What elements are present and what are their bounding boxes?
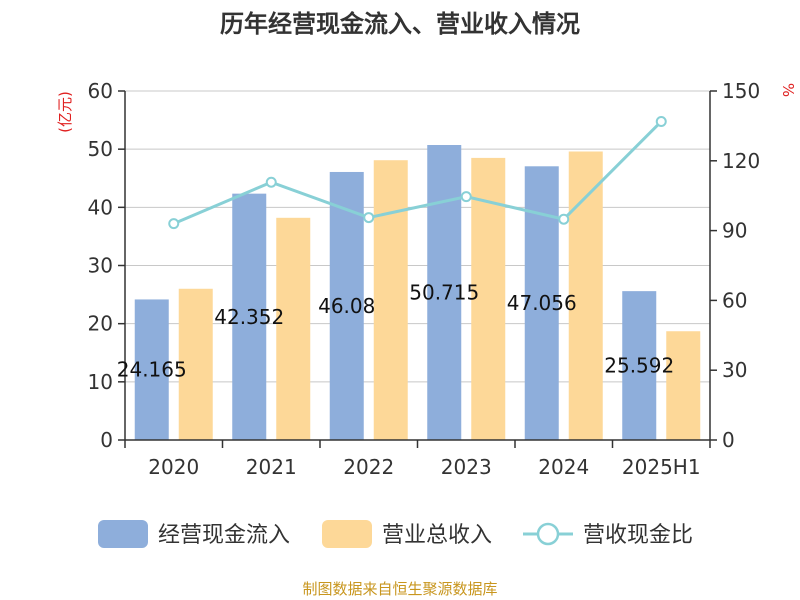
data-label: 24.165 bbox=[117, 358, 187, 382]
legend-label: 经营现金流入 bbox=[158, 523, 290, 548]
bar-revenue bbox=[666, 331, 701, 440]
data-label: 25.592 bbox=[604, 354, 674, 378]
y-left-tick-label: 10 bbox=[88, 370, 113, 394]
bar-cash-inflow bbox=[329, 171, 364, 440]
bars bbox=[134, 145, 701, 441]
ratio-point bbox=[655, 115, 667, 127]
legend-item: 营业总收入 bbox=[322, 520, 492, 548]
legend-swatch bbox=[98, 520, 148, 548]
legend-swatch bbox=[322, 520, 372, 548]
bar-cash-inflow bbox=[134, 299, 169, 440]
y-left-tick-label: 40 bbox=[88, 195, 113, 219]
x-tick-label: 2023 bbox=[441, 455, 492, 479]
y-right-tick-label: 60 bbox=[722, 288, 747, 312]
legend-label: 营业总收入 bbox=[382, 523, 492, 548]
x-tick-label: 2022 bbox=[343, 455, 394, 479]
axes: 0 10 20 30 40 50 60 0 30 60 90 120 150 2020 2021 2022 20… bbox=[88, 79, 761, 479]
ratio-line-path bbox=[173, 120, 663, 226]
bar-revenue bbox=[276, 217, 311, 440]
legend-marker bbox=[536, 522, 560, 546]
y-left-tick-label: 0 bbox=[100, 428, 113, 452]
x-tick-label: 2021 bbox=[246, 455, 297, 479]
ratio-line bbox=[168, 115, 667, 230]
y-right-tick-label: 150 bbox=[722, 79, 760, 103]
legend-item: 经营现金流入 bbox=[98, 520, 290, 548]
y-right-tick-label: 90 bbox=[722, 219, 747, 243]
bar-revenue bbox=[568, 151, 603, 440]
data-label: 47.056 bbox=[507, 291, 577, 315]
ratio-point bbox=[363, 212, 375, 224]
bar-cash-inflow bbox=[232, 193, 267, 440]
y-left-tick-label: 30 bbox=[88, 254, 113, 278]
data-label: 42.352 bbox=[214, 305, 284, 329]
y-right-tick-label: 120 bbox=[722, 149, 760, 173]
y-right-tick-label: 30 bbox=[722, 358, 747, 382]
y-right-tick-label: 0 bbox=[722, 428, 735, 452]
bar-cash-inflow bbox=[427, 145, 462, 440]
x-tick-label: 2025H1 bbox=[622, 455, 701, 479]
y-right-unit: % bbox=[779, 83, 797, 97]
x-tick-label: 2020 bbox=[148, 455, 199, 479]
ratio-point bbox=[558, 213, 570, 225]
ratio-point bbox=[460, 191, 472, 203]
legend-label: 营收现金比 bbox=[583, 523, 693, 548]
legend: 经营现金流入 营业总收入 营收现金比 bbox=[98, 520, 693, 548]
y-left-unit: (亿元) bbox=[56, 91, 74, 133]
x-tick-label: 2024 bbox=[538, 455, 589, 479]
legend-item: 营收现金比 bbox=[523, 522, 693, 548]
y-left-tick-label: 60 bbox=[88, 79, 113, 103]
bar-cash-inflow bbox=[622, 291, 657, 440]
data-label: 46.08 bbox=[318, 294, 375, 318]
ratio-point bbox=[265, 176, 277, 188]
y-left-tick-label: 50 bbox=[88, 137, 113, 161]
data-label: 50.715 bbox=[409, 281, 479, 305]
y-left-tick-label: 20 bbox=[88, 312, 113, 336]
source-note: 制图数据来自恒生聚源数据库 bbox=[302, 580, 497, 598]
bar-revenue bbox=[373, 160, 408, 441]
bar-revenue bbox=[178, 288, 213, 440]
data-labels: 24.165 42.352 46.08 50.715 47.056 25.592 bbox=[117, 281, 674, 382]
grid-lines bbox=[125, 90, 710, 383]
ratio-point bbox=[168, 218, 180, 230]
chart-title: 历年经营现金流入、营业收入情况 bbox=[220, 10, 580, 38]
